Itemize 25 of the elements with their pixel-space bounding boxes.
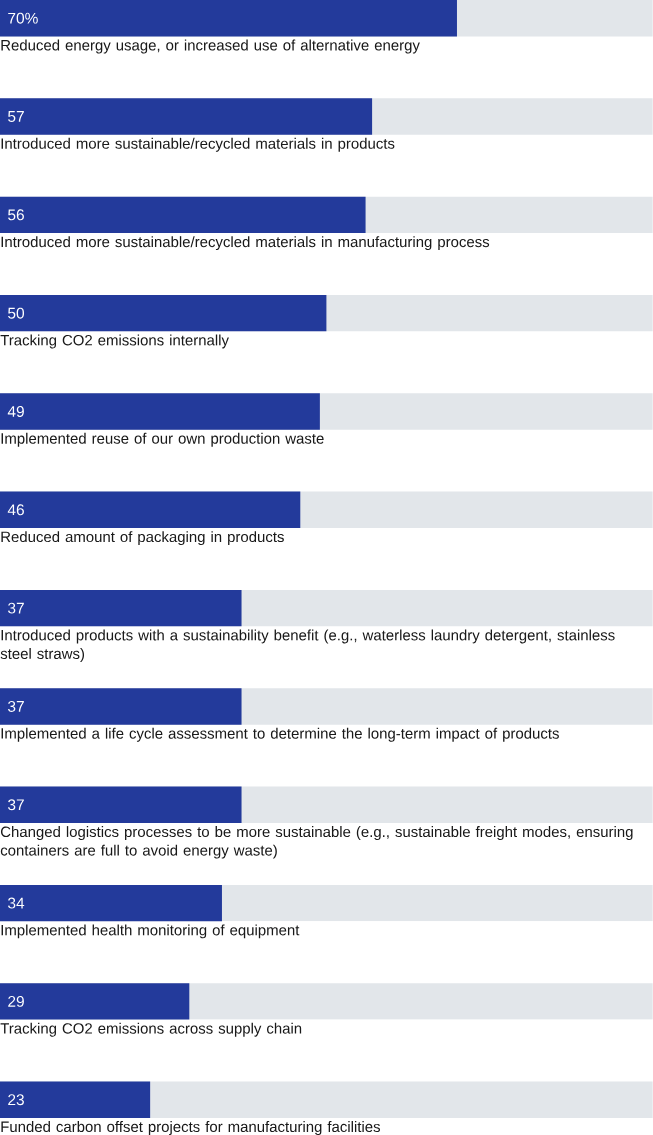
- y-tick-label: Implemented reuse of our own production waste: [1, 432, 324, 447]
- y-tick-label: Changed logistics processes to be more sustainable (e.g., sustainable freight modes, ensuring containers are full to avoid energy waste): [0, 826, 633, 859]
- data-label: 34: [8, 897, 25, 909]
- data-label: 57: [8, 111, 24, 122]
- data-label: 29: [8, 995, 24, 1007]
- y-tick-label: Tracking CO2 emissions across supply chain: [0, 1022, 302, 1037]
- y-tick-label: Introduced more sustainable/recycled materials in products: [1, 137, 395, 152]
- data-label: 37: [8, 799, 24, 811]
- data-label: 49: [7, 406, 24, 417]
- y-tick-label: Introduced products with a sustainability benefit (e.g., waterless laundry detergent, stainless steel straws): [0, 629, 615, 662]
- y-tick-label: Introduced more sustainable/recycled materials in manufacturing process: [1, 236, 490, 251]
- y-tick-label: Implemented a life cycle assessment to determine the long-term impact of products: [1, 727, 560, 742]
- data-label: 70%: [8, 12, 38, 24]
- y-tick-label: Implemented health monitoring of equipment: [1, 924, 300, 939]
- data-label: 37: [8, 700, 24, 712]
- y-tick-label: Reduced energy usage, or increased use of alternative energy: [1, 39, 420, 54]
- bar: [0, 1081, 151, 1118]
- y-tick-label: Reduced amount of packaging in products: [1, 531, 284, 546]
- data-label: 50: [8, 307, 25, 319]
- data-label: 37: [8, 602, 24, 614]
- data-label: 23: [8, 1094, 25, 1106]
- y-tick-label: Tracking CO2 emissions internally: [0, 334, 230, 349]
- y-tick-label: Funded carbon offset projects for manufacturing facilities: [1, 1121, 381, 1135]
- data-label: 46: [7, 504, 25, 516]
- data-label: 56: [8, 209, 25, 221]
